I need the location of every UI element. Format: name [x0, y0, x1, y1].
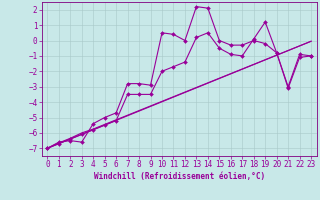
- X-axis label: Windchill (Refroidissement éolien,°C): Windchill (Refroidissement éolien,°C): [94, 172, 265, 181]
